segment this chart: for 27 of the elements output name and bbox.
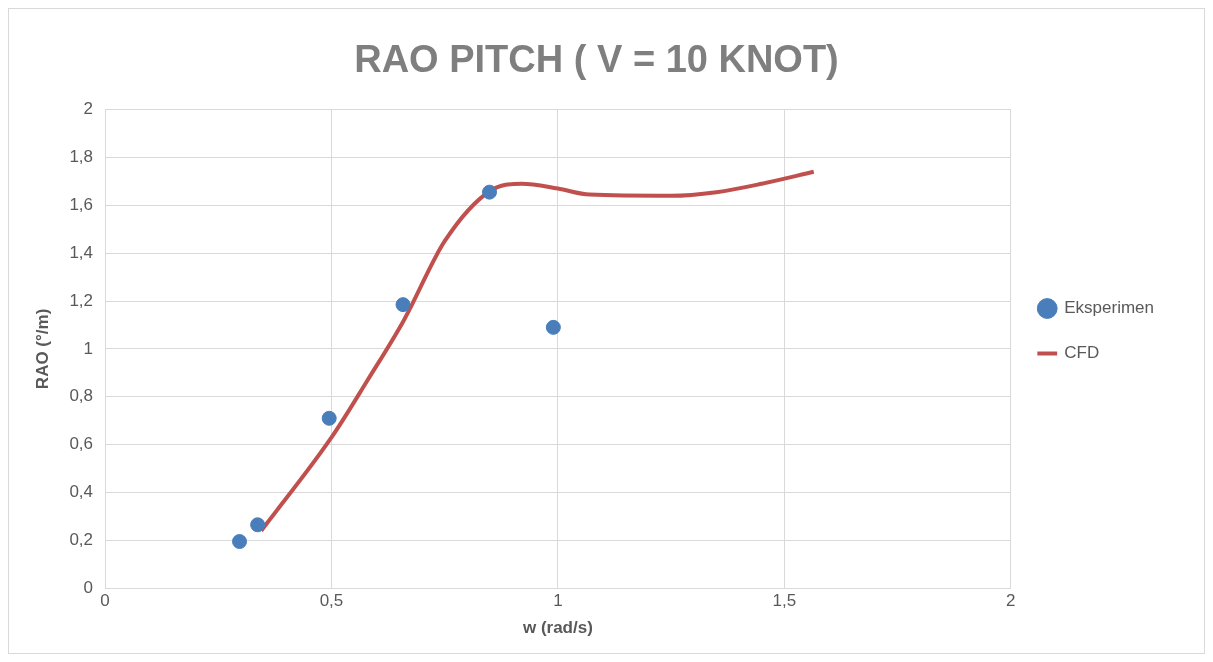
- y-tick-label: 0,2: [69, 530, 94, 550]
- y-tick-label: 0,6: [69, 434, 94, 454]
- y-tick-label: 2: [83, 99, 94, 119]
- y-tick-label: 0: [83, 577, 94, 597]
- y-tick-label: 0,4: [69, 482, 94, 502]
- point: [232, 534, 248, 550]
- x-tick-label: 1,5: [772, 591, 797, 611]
- y-tick-label: 1,6: [69, 195, 94, 215]
- point: [482, 184, 498, 200]
- x-tick-label: 0: [100, 591, 110, 611]
- x-tick-label: 2: [1006, 591, 1016, 611]
- y-tick-label: 1: [83, 338, 94, 358]
- y-tick-label: 1,8: [69, 147, 94, 167]
- point: [545, 319, 561, 335]
- point: [250, 517, 266, 533]
- chart-title: RAO PITCH ( V = 10 KNOT): [354, 38, 839, 81]
- y-tick-label: 0,8: [69, 386, 94, 406]
- x-axis-title: w (rad/s): [521, 618, 593, 638]
- x-tick-label: 1: [553, 591, 563, 611]
- point: [321, 410, 337, 426]
- y-axis-title: RAO (°/m): [32, 308, 52, 390]
- point: [395, 297, 411, 313]
- legend-label: Eksperimen: [1064, 298, 1155, 318]
- x-tick-label: 0,5: [319, 591, 344, 611]
- y-tick-label: 1,2: [69, 290, 94, 310]
- y-tick-label: 1,4: [69, 242, 94, 262]
- legend-label: CFD: [1064, 343, 1100, 363]
